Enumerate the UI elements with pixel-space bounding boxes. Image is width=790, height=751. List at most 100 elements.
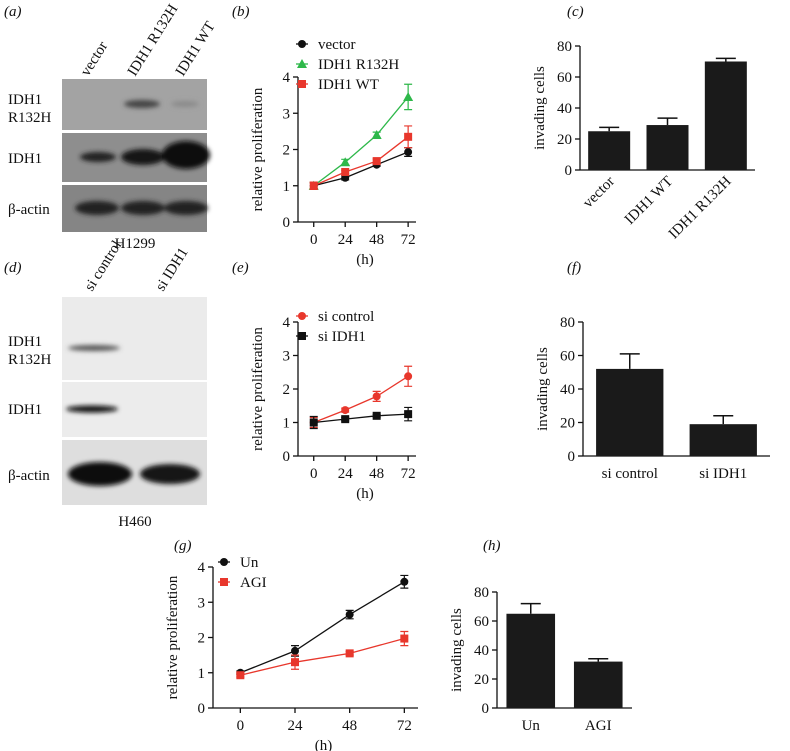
x-tick-label: 72	[401, 232, 416, 248]
point	[340, 157, 351, 167]
series-line	[313, 413, 409, 424]
panel-label: (c)	[567, 4, 584, 20]
error-bar	[599, 126, 620, 132]
y-tick-label: 80	[557, 39, 572, 55]
y-tick-label: 0	[283, 215, 291, 231]
legend-label: IDH1 R132H	[318, 57, 399, 73]
x-tick-label: 48	[369, 232, 384, 248]
series-line	[240, 581, 405, 674]
lane-label: si control	[82, 238, 125, 294]
bar	[646, 125, 689, 170]
y-axis-label: invading cells	[532, 66, 548, 150]
panel-label: (g)	[174, 538, 192, 554]
y-tick-label: 0	[482, 701, 490, 717]
bar	[506, 613, 556, 708]
y-tick-label: 20	[557, 132, 572, 148]
point	[309, 418, 318, 427]
series-line	[313, 136, 409, 187]
point	[372, 392, 381, 401]
y-tick-label: 60	[560, 349, 575, 365]
legend-label: si IDH1	[318, 329, 366, 345]
x-tick-label: IDH1 R132H	[666, 173, 735, 242]
blot-d: (d) si control si IDH1 IDH1 R132H IDH1 β…	[4, 238, 207, 530]
y-tick-label: 40	[557, 101, 572, 117]
point	[341, 167, 350, 176]
row-label: IDH1	[8, 402, 42, 418]
y-axis-label: relative proliferation	[165, 575, 181, 699]
legend-marker	[297, 59, 307, 68]
lane-label: si IDH1	[153, 245, 192, 294]
y-axis-label: relative proliferation	[250, 87, 266, 211]
row-label: R132H	[8, 352, 52, 368]
point	[400, 577, 409, 586]
legend-marker	[298, 80, 306, 88]
x-tick-label: 72	[401, 466, 416, 482]
row-label: β-actin	[8, 202, 50, 218]
point	[341, 406, 350, 415]
point	[291, 658, 299, 667]
x-tick-label: 24	[338, 466, 354, 482]
error-bar	[715, 57, 736, 62]
legend-label: vector	[318, 37, 355, 53]
panel-label: (e)	[232, 260, 249, 276]
y-tick-label: 40	[560, 382, 575, 398]
lane-label: vector	[78, 39, 111, 79]
y-tick-label: 1	[198, 666, 206, 682]
x-axis-label: (h)	[315, 738, 333, 751]
x-tick-label: si IDH1	[699, 466, 747, 482]
x-axis-label: (h)	[356, 252, 374, 268]
row-label: β-actin	[8, 468, 50, 484]
row-label: IDH1	[8, 334, 42, 350]
panel-label: (b)	[232, 4, 250, 20]
error-bar	[588, 657, 609, 662]
blot-a: (a) vector IDH1 R132H IDH1 WT IDH1 R132H…	[4, 2, 219, 252]
point	[404, 148, 413, 157]
row-label: IDH1	[8, 151, 42, 167]
point	[372, 157, 381, 166]
point	[345, 649, 354, 658]
y-tick-label: 60	[557, 70, 572, 86]
lane-label: IDH1 WT	[173, 19, 219, 79]
y-tick-label: 2	[283, 382, 291, 398]
point	[400, 634, 409, 643]
y-tick-label: 3	[283, 349, 291, 365]
panel-label: (a)	[4, 4, 22, 20]
y-tick-label: 80	[560, 315, 575, 331]
x-tick-label: 24	[338, 232, 354, 248]
x-tick-label: IDH1 WT	[622, 174, 676, 228]
panel-label: (f)	[567, 260, 581, 276]
y-tick-label: 0	[198, 701, 206, 717]
error-bar	[520, 602, 541, 614]
y-axis-label: relative proliferation	[250, 327, 266, 451]
series-line	[313, 375, 409, 424]
legend-label: IDH1 WT	[318, 77, 379, 93]
y-tick-label: 0	[565, 163, 573, 179]
bar	[704, 61, 747, 170]
bar	[596, 368, 664, 456]
y-tick-label: 60	[474, 614, 489, 630]
y-tick-label: 1	[283, 179, 291, 195]
legend-label: Un	[240, 555, 259, 571]
row-label: R132H	[8, 110, 52, 126]
chart: (h) 0 20 40 60 80 invading cells Un AGI	[449, 538, 632, 734]
error-bar	[657, 117, 678, 126]
y-tick-label: 2	[198, 631, 206, 647]
y-axis-label: invading cells	[449, 608, 465, 692]
y-tick-label: 3	[283, 106, 291, 122]
x-tick-label: si control	[602, 466, 658, 482]
chart: (e) 0 1 2 3 4 relative proliferation 0 24 48 72 (h)…	[232, 260, 416, 502]
y-tick-label: 20	[560, 416, 575, 432]
series-line	[313, 151, 409, 187]
x-tick-label: vector	[580, 174, 618, 212]
chart: (c) 0 20 40 60 80 invading cells vector IDH1 WTI…	[532, 4, 755, 242]
x-tick-label: 0	[310, 466, 318, 482]
y-tick-label: 0	[568, 449, 576, 465]
x-tick-label: 24	[288, 718, 304, 734]
y-tick-label: 1	[283, 416, 291, 432]
bar	[689, 424, 757, 456]
panel-label: (h)	[483, 538, 501, 554]
chart: (f) 0 20 40 60 80 invading cells si control si I…	[535, 260, 770, 482]
y-tick-label: 4	[198, 560, 206, 576]
point	[236, 671, 245, 680]
x-tick-label: 72	[397, 718, 412, 734]
